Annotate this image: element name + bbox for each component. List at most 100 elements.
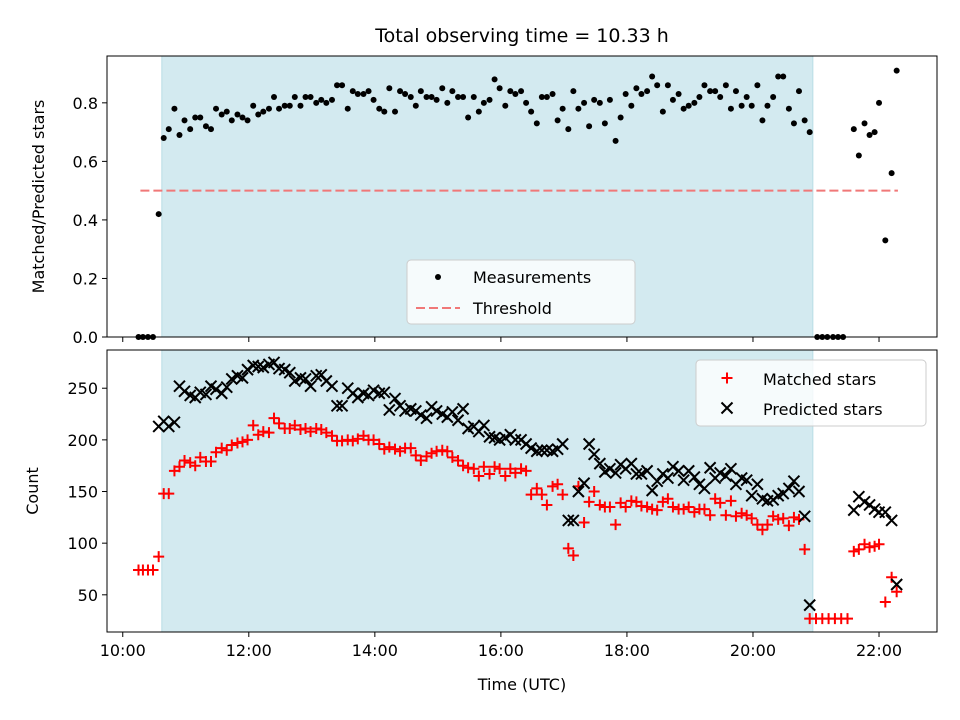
matched-star-point [788,511,800,523]
matched-star-point [783,520,795,532]
matched-star-point [873,538,885,550]
predicted-star-point [688,470,701,484]
predicted-star-point [562,514,575,527]
predicted-star-point [162,420,175,433]
predicted-star-point [535,443,549,457]
measurement-point [722,82,729,89]
matched-star-point [552,478,564,490]
predicted-star-point [582,437,596,451]
measurement-point [876,99,883,106]
predicted-star-point [330,399,344,412]
measurement-point [455,93,462,100]
matched-star-point [441,445,453,457]
measurement-point [392,108,399,115]
measurement-point [554,117,561,124]
measurement-point [354,91,361,98]
x-tick-label: 12:00 [226,641,272,660]
measurement-point [549,91,556,98]
measurement-point [428,93,435,100]
measurement-point [218,111,225,118]
predicted-star-point [209,383,223,396]
matched-star-point [704,509,716,521]
matched-star-point [373,438,385,450]
measurement-point [533,120,540,127]
predicted-star-point [577,477,591,490]
measurement-point [664,82,671,89]
predicted-star-point [477,419,491,432]
matched-star-point [772,513,784,525]
matched-star-point [635,500,647,512]
matched-star-point [541,499,553,511]
predicted-star-point [178,385,191,398]
matched-star-point [662,493,674,505]
matched-star-point [368,434,380,446]
predicted-star-point [299,372,312,386]
measurement-point [565,126,572,133]
predicted-star-point [640,464,654,478]
matched-star-point [714,497,726,509]
matched-star-point [667,501,679,513]
measurement-point [491,76,498,83]
axes-frame [106,349,938,633]
y-tick-label: 250 [67,379,98,398]
legend-top: Measurements Threshold [406,259,636,325]
matched-star-point [515,463,527,475]
matched-star-point [194,451,206,463]
predicted-star-point [751,478,764,491]
measurement-point [281,102,288,109]
matched-star-point [746,512,758,524]
measurement-point [701,82,708,89]
measurement-point [239,114,246,121]
measurement-point [407,93,414,100]
matched-star-point [578,517,590,529]
measurement-point [861,120,868,127]
measurement-point [866,132,873,139]
predicted-star-point [703,461,717,474]
predicted-star-point [220,380,233,394]
legend-box [406,259,636,325]
measurement-point [581,99,588,106]
measurement-point [318,96,325,103]
measurement-point [528,108,535,115]
predicted-star-point [288,374,302,388]
measurement-point [795,88,802,95]
legend-box [695,359,927,427]
measurement-point [370,96,377,103]
predicted-star-point [456,402,470,416]
measurement-point [591,96,598,103]
measurement-point [423,93,430,100]
measurement-point [486,96,493,103]
matched-star-point [604,501,616,513]
matched-star-point [473,470,485,482]
matched-star-point [231,437,243,449]
x-tick-label: 14:00 [352,641,398,660]
legend-bottom: Matched stars Predicted stars [695,359,927,427]
measurement-point [638,91,645,98]
measurement-point [612,137,619,144]
predicted-star-point [740,473,753,487]
measurement-point [250,102,257,109]
y-tick-label: 200 [67,431,98,450]
measurement-point [691,99,698,106]
matched-star-point [405,442,417,454]
matched-star-point [641,501,653,513]
matched-star-point [352,433,364,445]
measurement-point [523,99,530,106]
matched-star-point [484,468,496,480]
matched-star-point [383,441,395,453]
matched-star-point [210,446,222,458]
predicted-star-point [672,464,685,478]
measurement-point [518,88,525,95]
predicted-star-point [414,408,428,422]
predicted-star-point [677,473,690,487]
measurement-point [507,88,514,95]
measurement-point [480,99,487,106]
matched-star-point [457,460,469,472]
measurement-point [754,82,761,89]
matched-star-point [761,519,773,531]
measurement-point [855,152,862,159]
measurement-point [780,73,787,80]
measurement-point [465,114,472,121]
predicted-star-point [603,462,617,475]
matched-star-point [562,542,574,554]
